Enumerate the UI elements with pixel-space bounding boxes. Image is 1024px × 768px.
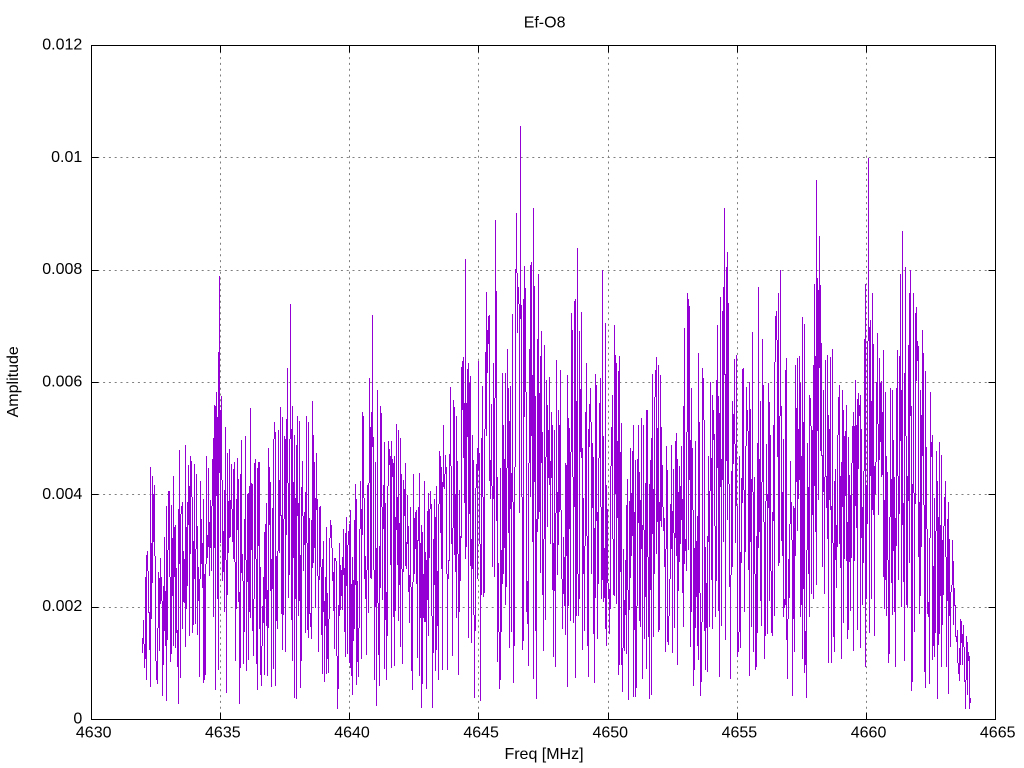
svg-text:0.004: 0.004 xyxy=(42,486,82,503)
svg-text:0.006: 0.006 xyxy=(42,374,82,391)
svg-text:0: 0 xyxy=(73,711,82,728)
svg-text:4645: 4645 xyxy=(463,725,499,742)
svg-text:4650: 4650 xyxy=(592,725,628,742)
svg-text:Ef-O8: Ef-O8 xyxy=(524,15,566,32)
svg-text:Freq [MHz]: Freq [MHz] xyxy=(504,746,583,763)
svg-text:4655: 4655 xyxy=(722,725,758,742)
svg-text:Amplitude: Amplitude xyxy=(5,346,22,417)
svg-text:0.01: 0.01 xyxy=(51,149,82,166)
svg-text:0.008: 0.008 xyxy=(42,261,82,278)
svg-text:0.002: 0.002 xyxy=(42,598,82,615)
svg-text:4660: 4660 xyxy=(851,725,887,742)
svg-text:4630: 4630 xyxy=(76,725,112,742)
svg-text:4640: 4640 xyxy=(334,725,370,742)
svg-text:0.012: 0.012 xyxy=(42,37,82,54)
svg-text:4635: 4635 xyxy=(205,725,241,742)
svg-text:4665: 4665 xyxy=(980,725,1016,742)
